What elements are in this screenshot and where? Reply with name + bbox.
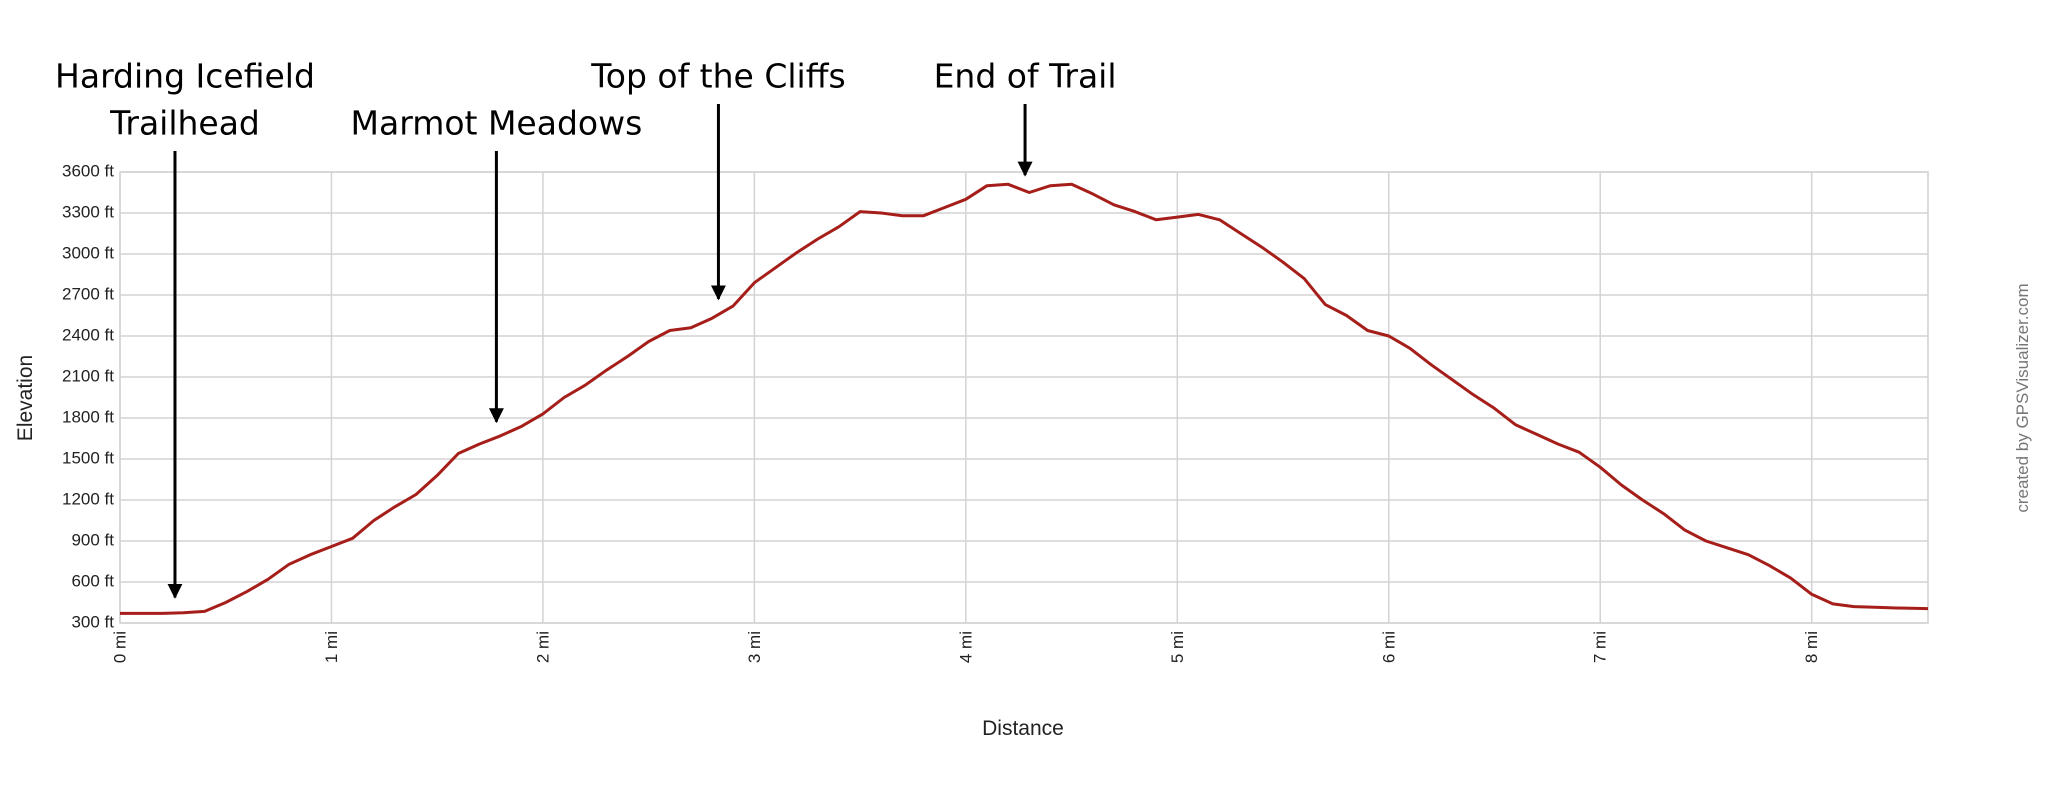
y-tick-label: 3600 ft: [62, 161, 114, 180]
y-tick-label: 2400 ft: [62, 325, 114, 344]
x-tick-label: 2 mi: [533, 631, 552, 663]
y-tick-label: 900 ft: [71, 530, 114, 549]
elevation-line: [120, 182, 1929, 615]
annotation-label: Top of the Cliffs: [590, 57, 845, 96]
plot-frame: [119, 171, 1929, 624]
y-tick-label: 3300 ft: [62, 202, 114, 221]
x-tick-label: 0 mi: [110, 631, 129, 663]
y-tick-label: 600 ft: [71, 571, 114, 590]
x-tick-label: 4 mi: [956, 631, 975, 663]
annotation-label: Trailhead: [109, 104, 260, 143]
annotation-label: Marmot Meadows: [351, 104, 643, 143]
x-axis-title: Distance: [982, 717, 1064, 740]
y-tick-label: 2700 ft: [62, 284, 114, 303]
credit: created by GPSVisualizer.com: [2013, 283, 2032, 512]
y-axis-title: Elevation: [14, 355, 37, 441]
y-tick-label: 2100 ft: [62, 366, 114, 385]
x-tick-label: 3 mi: [745, 631, 764, 663]
y-tick-label: 1500 ft: [62, 448, 114, 467]
annotation-label: End of Trail: [934, 57, 1117, 96]
y-tick-label: 3000 ft: [62, 243, 114, 262]
x-tick-label: 1 mi: [322, 631, 341, 663]
x-tick-label: 8 mi: [1802, 631, 1821, 663]
annotation-label: Harding Icefield: [55, 57, 315, 96]
x-tick-label: 5 mi: [1168, 631, 1187, 663]
x-tick-label: 7 mi: [1591, 631, 1610, 663]
y-tick-label: 1200 ft: [62, 489, 114, 508]
x-tick-label: 6 mi: [1379, 631, 1398, 663]
y-tick-label: 1800 ft: [62, 407, 114, 426]
y-tick-label: 300 ft: [71, 612, 114, 631]
